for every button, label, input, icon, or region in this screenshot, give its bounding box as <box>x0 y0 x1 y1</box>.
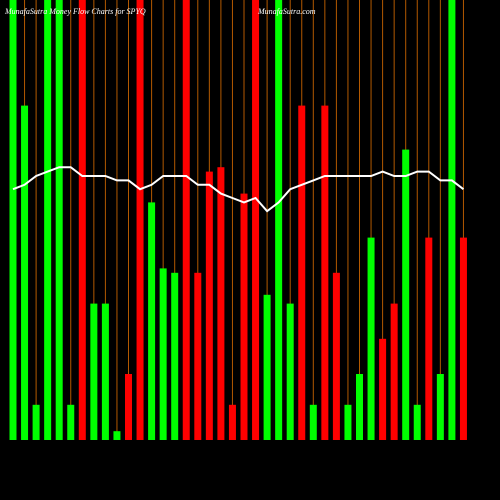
chart-subtitle: MunafaSutra.com <box>257 7 316 16</box>
bar <box>356 374 363 440</box>
bar <box>240 193 248 440</box>
bar <box>125 374 132 440</box>
bar <box>67 404 75 440</box>
bar <box>171 272 179 440</box>
bar <box>390 303 398 440</box>
bar <box>44 0 52 440</box>
bar <box>217 167 225 440</box>
bar <box>425 237 433 440</box>
bar <box>182 0 190 440</box>
bar <box>298 105 306 440</box>
bar <box>78 0 86 440</box>
bar <box>402 149 410 440</box>
bar <box>228 404 236 440</box>
lines <box>12 166 465 213</box>
bar <box>9 0 17 440</box>
bar <box>148 202 156 440</box>
chart-title: MunafaSutra Money Flow Charts for SPYQ <box>4 7 146 16</box>
bar <box>194 272 202 440</box>
bar <box>321 105 329 440</box>
bar <box>436 374 444 440</box>
bar <box>309 404 317 440</box>
bar <box>252 0 260 440</box>
bars <box>9 0 467 440</box>
bar <box>55 0 63 440</box>
bar <box>205 171 213 440</box>
bar <box>459 237 467 440</box>
bar <box>344 404 352 440</box>
bar <box>367 237 375 440</box>
bar <box>113 431 121 440</box>
bar <box>101 303 109 440</box>
bar <box>275 0 283 440</box>
bar <box>263 294 271 440</box>
bar <box>159 268 167 440</box>
bar <box>379 338 387 440</box>
bar <box>21 105 29 440</box>
bar <box>136 0 144 440</box>
flow-line <box>12 166 465 213</box>
bar <box>413 404 421 440</box>
bar <box>32 404 40 440</box>
bar <box>286 303 294 440</box>
bar <box>90 303 98 440</box>
bar <box>332 272 340 440</box>
bar <box>448 0 456 440</box>
